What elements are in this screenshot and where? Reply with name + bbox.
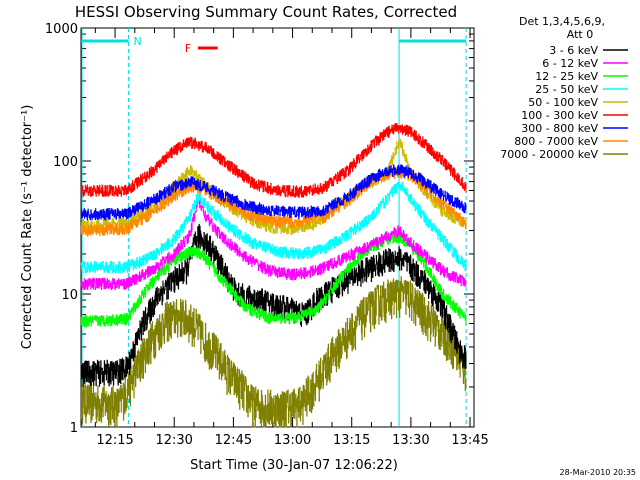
legend-label: 50 - 100 keV — [528, 96, 598, 109]
legend-label: 25 - 50 keV — [535, 83, 598, 96]
x-tick-label: 13:00 — [274, 433, 311, 448]
timestamp: 28-Mar-2010 20:35 — [560, 468, 637, 477]
legend-label: 6 - 12 keV — [542, 57, 598, 70]
plot-area: 1 10 100 1000 12:15 12:30 12:45 13:00 13:15 13:30… — [45, 22, 489, 448]
y-tick-label: 100 — [53, 155, 78, 170]
night-label: N — [133, 35, 141, 48]
series-line — [80, 123, 467, 198]
legend-label: 12 - 25 keV — [535, 70, 598, 83]
x-axis-label: Start Time (30-Jan-07 12:06:22) — [190, 458, 398, 473]
series-line — [80, 195, 467, 290]
legend-header-line2: Att 0 — [567, 28, 593, 41]
x-tick-label: 13:45 — [451, 433, 488, 448]
series-line — [80, 231, 467, 328]
series-line — [80, 276, 467, 428]
y-tick-label: 1000 — [45, 22, 78, 37]
x-tick-label: 12:45 — [215, 433, 252, 448]
series-line — [80, 181, 467, 274]
series-line — [80, 224, 467, 387]
x-tick-label: 12:15 — [96, 433, 133, 448]
series-line — [80, 139, 467, 235]
legend-label: 800 - 7000 keV — [514, 135, 598, 148]
y-tick-label: 1 — [70, 421, 78, 436]
x-tick-label: 13:30 — [392, 433, 429, 448]
chart-title: HESSI Observing Summary Count Rates, Cor… — [75, 3, 457, 21]
x-tick-label: 13:15 — [333, 433, 370, 448]
x-tick-label: 12:30 — [155, 433, 192, 448]
legend-label: 300 - 800 keV — [521, 122, 598, 135]
y-axis-label: Corrected Count Rate (s⁻¹ detector⁻¹) — [20, 105, 35, 350]
series-line — [80, 164, 467, 221]
series-line — [80, 167, 467, 237]
legend-header-line1: Det 1,3,4,5,6,9, — [519, 15, 605, 28]
legend-label: 3 - 6 keV — [549, 44, 598, 57]
legend-label: 100 - 300 keV — [521, 109, 598, 122]
y-tick-label: 10 — [61, 288, 78, 303]
legend-label: 7000 - 20000 keV — [500, 148, 598, 161]
flare-label: F — [185, 42, 191, 55]
